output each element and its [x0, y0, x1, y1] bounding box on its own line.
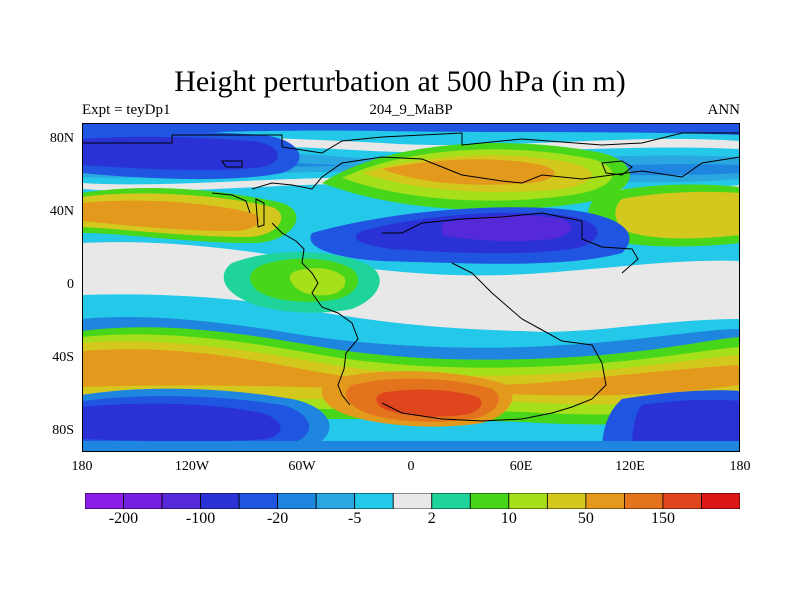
colorbar-tick-label: -100: [185, 510, 216, 527]
colorbar-swatch: [238, 493, 279, 509]
colorbar: [85, 493, 740, 509]
time-label: 204_9_MaBP: [369, 102, 453, 118]
season-label: ANN: [707, 102, 741, 118]
lon-tick-0: 0: [407, 459, 415, 474]
colorbar-swatch: [585, 493, 625, 509]
lon-tick-120e: 120E: [615, 459, 645, 474]
plot-title: Height perturbation at 500 hPa (in m): [174, 65, 626, 98]
colorbar-swatch: [123, 493, 163, 509]
colorbar-tick-label: -5: [348, 510, 362, 527]
colorbar-swatch: [508, 493, 548, 509]
lat-tick-80n: 80N: [49, 131, 74, 146]
plot-border: [82, 123, 740, 452]
lat-tick-40s: 40S: [52, 350, 74, 365]
colorbar-tick-label: 150: [650, 510, 675, 527]
colorbar-swatch: [315, 493, 356, 509]
colorbar-tick-label: 10: [500, 510, 517, 527]
map-plot: [82, 123, 740, 452]
lat-tick-0: 0: [67, 277, 74, 292]
colorbar-swatch: [662, 493, 702, 509]
colorbar-swatch: [431, 493, 471, 509]
colorbar-swatch: [546, 493, 587, 509]
colorbar-swatch: [85, 493, 124, 509]
coastline-overlay: [82, 132, 740, 422]
lon-tick-60w: 60W: [288, 459, 316, 474]
contour-field: [82, 123, 740, 452]
lon-tick-60e: 60E: [509, 459, 533, 474]
lon-tick-180w: 180: [71, 459, 93, 474]
lon-tick-180e: 180: [729, 459, 751, 474]
colorbar-swatch: [277, 493, 317, 509]
colorbar-swatch: [392, 493, 433, 509]
colorbar-swatch: [354, 493, 394, 509]
lat-tick-80s: 80S: [52, 423, 74, 438]
colorbar-tick-label: -20: [266, 510, 289, 527]
colorbar-tick-label: 2: [427, 510, 436, 527]
colorbar-swatch: [469, 493, 510, 509]
experiment-label: Expt = teyDp1: [82, 102, 171, 118]
colorbar-swatch: [701, 493, 740, 509]
colorbar-swatch: [624, 493, 664, 509]
colorbar-swatch: [200, 493, 240, 509]
colorbar-tick-label: -200: [108, 510, 139, 527]
lat-tick-40n: 40N: [49, 204, 74, 219]
lon-tick-120w: 120W: [174, 459, 210, 474]
colorbar-tick-label: 50: [577, 510, 594, 527]
colorbar-swatch: [161, 493, 201, 509]
